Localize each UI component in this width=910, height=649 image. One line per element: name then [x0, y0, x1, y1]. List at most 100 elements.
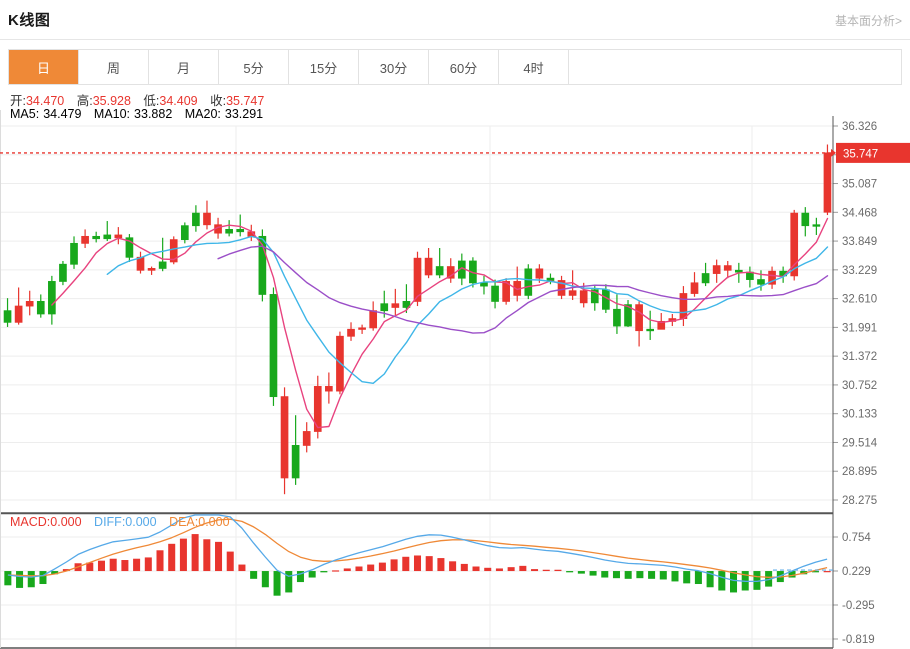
price-axis-tick: 30.133	[842, 409, 877, 421]
candle	[402, 284, 411, 314]
macd-histogram-bar	[659, 571, 667, 580]
candle	[325, 372, 333, 404]
macd-histogram-bar	[531, 569, 539, 572]
tab-5min[interactable]: 5分	[219, 50, 289, 84]
candle	[613, 294, 621, 334]
macd-histogram-bar	[86, 562, 94, 572]
candle	[48, 275, 56, 325]
candle	[768, 266, 776, 289]
price-axis-tick: 32.610	[842, 294, 877, 306]
high-value: 35.928	[92, 94, 131, 108]
svg-text:35.747: 35.747	[843, 148, 878, 160]
tab-day[interactable]: 日	[9, 50, 79, 84]
ohlc-legend: 开:34.470 高:35.928 低:34.409 收:35.747	[10, 90, 264, 109]
candle	[635, 301, 643, 347]
macd-histogram-bar	[97, 560, 105, 572]
price-axis-tick: 30.752	[842, 380, 877, 392]
candlestick-svg[interactable]: 36.326 35.747 35.087 34.468 33.849 33.229 32.6…	[0, 88, 910, 513]
page-title: K线图	[8, 12, 51, 29]
chart-area[interactable]: 开:34.470 高:35.928 低:34.409 收:35.747 MA5:…	[0, 88, 910, 649]
candle	[225, 220, 233, 237]
candle	[712, 259, 721, 283]
candle	[424, 247, 433, 279]
macd-histogram-bar	[250, 571, 258, 579]
open-value: 34.470	[25, 94, 65, 108]
macd-histogram-bar	[413, 555, 422, 572]
macd-histogram-bar	[355, 566, 363, 572]
macd-histogram-bar	[62, 569, 70, 572]
candle	[258, 229, 267, 302]
dea-line	[7, 518, 828, 578]
candle	[823, 144, 832, 216]
tab-4hour[interactable]: 4时	[499, 50, 569, 84]
candle	[269, 287, 278, 406]
macd-histogram-bar	[425, 556, 433, 572]
price-axis-tick: 31.372	[842, 351, 877, 363]
macd-svg[interactable]: 0.754 0.229 -0.295 -0.819	[0, 513, 910, 649]
macd-histogram-bar	[671, 571, 679, 582]
macd-histogram-bar	[542, 569, 550, 572]
macd-histogram-bar	[296, 571, 304, 583]
fundamental-analysis-link[interactable]: 基本面分析>	[834, 14, 902, 28]
macd-axis-tick: 0.754	[842, 532, 871, 544]
diff-label: DIFF:	[94, 515, 126, 529]
macd-histogram-bar	[261, 571, 269, 588]
tab-15min[interactable]: 15分	[289, 50, 359, 84]
macd-histogram-bar	[16, 571, 24, 588]
macd-histogram-bar	[636, 571, 644, 579]
candle	[147, 266, 156, 275]
candle	[491, 279, 499, 309]
macd-histogram-bar	[484, 567, 492, 572]
ma-legend: MA5: 34.479 MA10: 33.882 MA20: 33.291	[10, 107, 263, 121]
candle	[524, 264, 533, 300]
macd-histogram-bar	[402, 556, 410, 572]
macd-histogram-bar	[238, 564, 246, 572]
candle	[413, 251, 422, 307]
candle	[3, 298, 12, 327]
candlestick-panel[interactable]: 开:34.470 高:35.928 低:34.409 收:35.747 MA5:…	[0, 88, 910, 513]
macd-histogram-bar	[109, 558, 117, 572]
macd-histogram-bar	[460, 563, 468, 572]
ma5-value: 34.479	[43, 107, 82, 121]
ma20-value: 33.291	[224, 107, 264, 121]
candle	[280, 387, 289, 495]
macd-histogram-bar	[449, 561, 457, 572]
macd-histogram-bar	[27, 571, 35, 588]
candle	[646, 310, 655, 340]
candle	[624, 300, 632, 327]
candle	[291, 415, 300, 485]
candle	[801, 207, 810, 237]
candle	[391, 288, 400, 316]
macd-histogram-bar	[753, 571, 761, 590]
tab-60min[interactable]: 60分	[429, 50, 499, 84]
price-axis-tick: 28.275	[842, 495, 877, 507]
candle	[358, 324, 366, 334]
macd-histogram-bar	[554, 569, 562, 572]
price-axis-tick: 29.514	[842, 437, 878, 449]
macd-histogram-bar	[121, 560, 129, 572]
current-price-badge: 35.747	[831, 142, 910, 163]
tab-30min[interactable]: 30分	[359, 50, 429, 84]
close-value: 35.747	[226, 94, 265, 108]
macd-panel[interactable]: MACD:0.000 DIFF:0.000 DEA:0.000 0.754 0.2…	[0, 513, 910, 649]
macd-histogram-bar	[308, 571, 316, 578]
price-axis-tick: 35.087	[842, 179, 877, 191]
macd-label: MACD:	[10, 515, 51, 529]
macd-histogram-bar	[390, 559, 398, 572]
price-axis-tick: 34.468	[842, 207, 877, 219]
candle	[203, 200, 211, 230]
candle	[435, 247, 444, 279]
macd-histogram-bar	[811, 571, 819, 573]
macd-histogram-bar	[191, 534, 199, 572]
tab-week[interactable]: 周	[79, 50, 149, 84]
candle	[81, 229, 89, 248]
macd-histogram-bar	[612, 571, 620, 579]
candle	[92, 231, 101, 243]
ma10-label: MA10:	[93, 107, 131, 121]
candle	[557, 275, 566, 300]
tab-month[interactable]: 月	[149, 50, 219, 84]
macd-histogram-bar	[519, 565, 527, 572]
macd-value: 0.000	[50, 515, 82, 529]
macd-histogram-bar	[437, 558, 445, 572]
candle	[180, 222, 189, 244]
